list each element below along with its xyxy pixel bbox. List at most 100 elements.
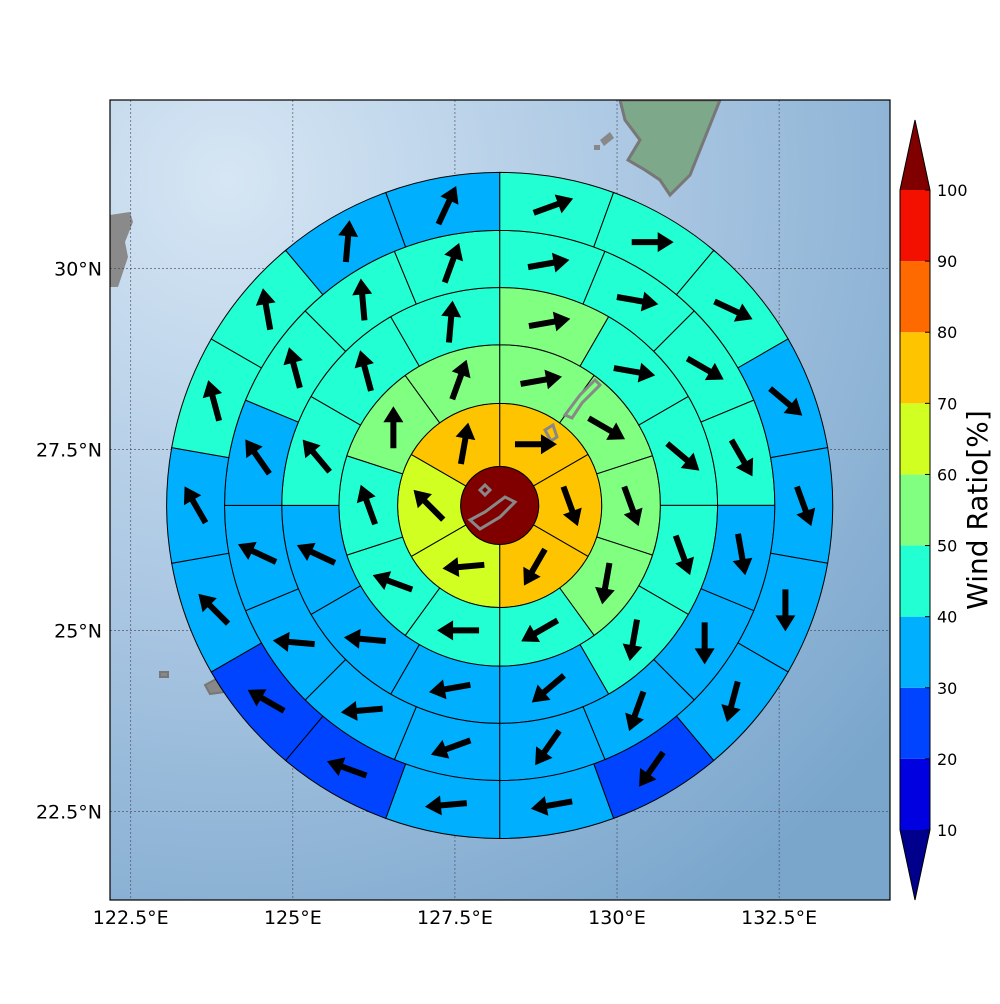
colorbar-bin xyxy=(900,190,930,262)
colorbar-over xyxy=(900,120,930,190)
wind-arrow xyxy=(237,541,278,565)
wind-arrow xyxy=(639,750,666,787)
wind-arrow xyxy=(621,485,643,527)
colorbar-bin xyxy=(900,474,930,546)
wind-arrow xyxy=(441,300,462,343)
colorbar-tick-label: 30 xyxy=(937,679,957,698)
wind-arrow xyxy=(198,593,231,626)
colorbar-tick-label: 50 xyxy=(937,537,957,556)
wind-arrow xyxy=(272,631,315,652)
y-tick-label: 27.5°N xyxy=(36,440,102,462)
wind-arrow xyxy=(283,347,303,389)
axes: 122.5°E 125°E 127.5°E 130°E 132.5°E 22.5°N 25°… xyxy=(36,259,817,929)
x-tick-label: 132.5°E xyxy=(741,907,817,929)
wind-arrow xyxy=(631,232,674,253)
wind-arrow xyxy=(437,620,480,641)
wind-arrow xyxy=(442,557,485,578)
wind-arrow xyxy=(794,485,816,527)
colorbar-bin xyxy=(900,616,930,688)
colorbar-tick-label: 60 xyxy=(937,465,957,484)
colorbar-tick-label: 20 xyxy=(937,750,957,769)
x-tick-label: 130°E xyxy=(588,907,646,929)
wind-arrow xyxy=(245,439,272,476)
colorbar-bin xyxy=(900,332,930,404)
wind-arrow xyxy=(595,562,615,605)
wind-arrow xyxy=(523,547,548,586)
wind-arrow xyxy=(520,369,562,390)
wind-arrow xyxy=(429,679,471,700)
wind-arrow xyxy=(356,484,378,526)
land-overlay xyxy=(467,377,603,531)
wind-arrow xyxy=(413,489,446,522)
wind-arrow xyxy=(352,278,373,321)
wind-arrow xyxy=(343,628,386,649)
wind-arrow xyxy=(775,589,796,632)
wind-arrow xyxy=(531,673,566,703)
x-tick-label: 125°E xyxy=(264,907,322,929)
wind-arrow xyxy=(354,350,374,392)
polar-cells xyxy=(166,171,834,839)
wind-arrow xyxy=(560,485,582,527)
wind-arrow xyxy=(535,729,562,766)
colorbar-bin xyxy=(900,545,930,617)
wind-arrow xyxy=(383,406,404,449)
wind-arrow xyxy=(202,380,223,422)
wind-arrow xyxy=(247,689,286,714)
wind-arrow xyxy=(768,386,803,416)
wind-arrow xyxy=(532,194,574,216)
wind-arrow xyxy=(455,422,476,465)
colorbar-bin xyxy=(900,261,930,333)
island xyxy=(110,212,133,287)
wind-arrow xyxy=(441,242,464,284)
wind-arrow xyxy=(616,291,659,312)
colorbar-label: Wind Ratio[%] xyxy=(961,410,994,610)
colorbar-tick-label: 40 xyxy=(937,608,957,627)
colorbar-under xyxy=(900,830,930,900)
colorbar-tick-label: 10 xyxy=(937,821,957,840)
wind-arrow xyxy=(732,533,753,576)
wind-arrow xyxy=(514,434,557,455)
y-tick-label: 25°N xyxy=(54,621,102,643)
wind-arrow xyxy=(613,362,656,383)
wind-arrow xyxy=(338,220,359,263)
colorbar-bin xyxy=(900,687,930,759)
island xyxy=(594,132,614,150)
wind-arrow xyxy=(530,796,573,816)
wind-arrow xyxy=(424,795,468,816)
wind-arrow xyxy=(672,534,694,576)
wind-arrow xyxy=(326,757,368,779)
y-tick-label: 22.5°N xyxy=(36,802,102,824)
wind-arrow xyxy=(521,617,560,643)
colorbar-tick-label: 70 xyxy=(937,394,957,413)
wind-arrow xyxy=(340,700,383,721)
land xyxy=(110,100,722,696)
wind-arrow xyxy=(622,619,643,661)
colorbar: 10 20 30 40 50 60 70 80 90 100 xyxy=(899,119,968,901)
wind-arrow xyxy=(694,622,715,665)
x-tick-label: 122.5°E xyxy=(93,907,169,929)
wind-arrow xyxy=(430,737,472,759)
wind-arrow xyxy=(728,438,754,477)
wind-arrow xyxy=(449,359,471,401)
wind-arrow xyxy=(255,288,276,331)
wind-arrow xyxy=(435,186,459,226)
wind-arrow xyxy=(183,486,209,525)
y-tick-label: 30°N xyxy=(54,259,102,281)
wind-arrow xyxy=(713,298,753,322)
kyushu xyxy=(618,100,722,198)
map-frame xyxy=(109,99,891,901)
wind-arrows xyxy=(183,186,816,816)
wind-arrow xyxy=(625,690,647,732)
wind-arrow xyxy=(587,415,626,440)
wind-arrow xyxy=(665,441,700,471)
wind-arrow xyxy=(296,542,337,566)
wind-arrow xyxy=(721,680,741,723)
wind-arrow xyxy=(685,355,724,381)
colorbar-bin xyxy=(900,758,930,830)
wind-arrow xyxy=(372,571,414,593)
okinawa-islands xyxy=(467,377,603,531)
colorbar-tick-label: 90 xyxy=(937,252,957,271)
colorbar-tick-label: 80 xyxy=(937,323,957,342)
wind-arrow xyxy=(527,252,570,273)
wind-arrow xyxy=(528,311,571,332)
